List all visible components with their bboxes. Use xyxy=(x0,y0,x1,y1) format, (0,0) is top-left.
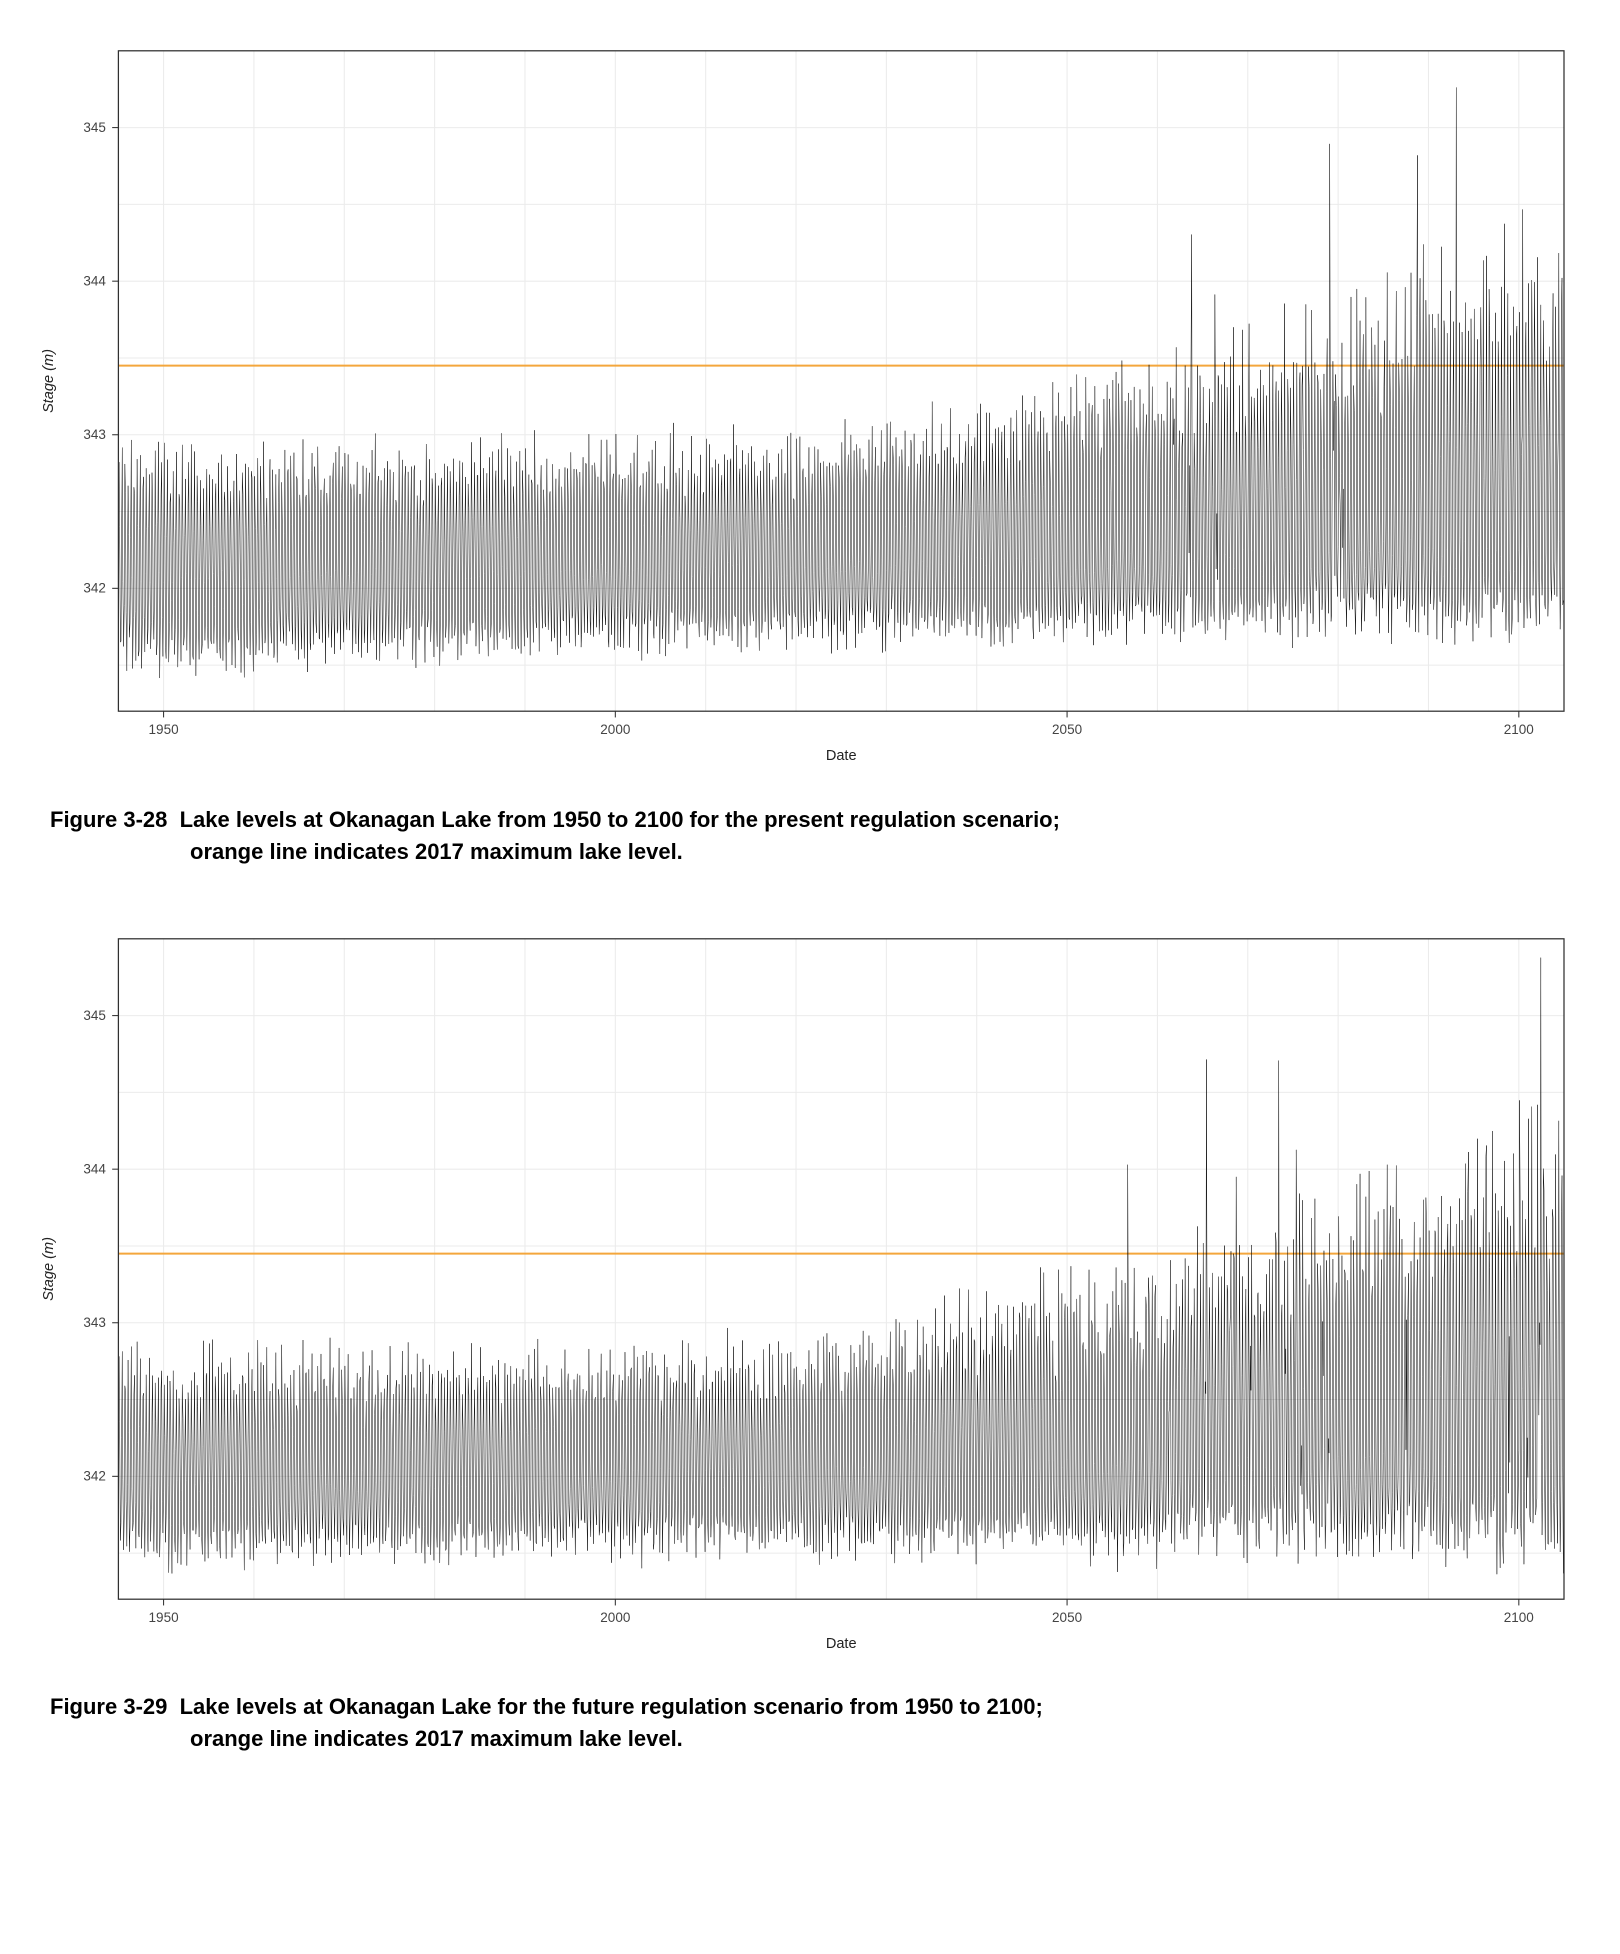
chart-wrap: 1950 2000 2050 2100 342 343 344 345 Date Stage … xyxy=(30,918,1590,1667)
x-tick-label: 2050 xyxy=(1052,722,1082,737)
caption-lead: Figure 3-29 xyxy=(50,1694,167,1719)
y-tick-label: 345 xyxy=(83,120,106,135)
x-tick-label: 2000 xyxy=(600,1610,630,1625)
y-tick-label: 343 xyxy=(83,1314,106,1329)
fig-3-28-block: 1950 2000 2050 2100 342 343 344 345 Date Stage … xyxy=(30,30,1590,868)
caption-line1: Lake levels at Okanagan Lake for the fut… xyxy=(180,1694,1043,1719)
caption-line2: orange line indicates 2017 maximum lake … xyxy=(50,836,1570,868)
fig-3-28-chart: 1950 2000 2050 2100 342 343 344 345 Date Stage … xyxy=(30,30,1590,779)
y-tick-label: 345 xyxy=(83,1007,106,1022)
x-tick-label: 2100 xyxy=(1504,1610,1534,1625)
chart-wrap: 1950 2000 2050 2100 342 343 344 345 Date Stage … xyxy=(30,30,1590,779)
y-tick-label: 344 xyxy=(83,273,106,288)
y-axis-label: Stage (m) xyxy=(41,1237,57,1301)
y-tick-label: 342 xyxy=(83,580,106,595)
y-tick-label: 344 xyxy=(83,1161,106,1176)
caption-lead: Figure 3-28 xyxy=(50,807,167,832)
x-tick-label: 2050 xyxy=(1052,1610,1082,1625)
figure-caption: Figure 3-29 Lake levels at Okanagan Lake… xyxy=(50,1691,1570,1755)
x-tick-label: 2100 xyxy=(1504,722,1534,737)
x-tick-label: 1950 xyxy=(149,1610,179,1625)
y-tick-label: 343 xyxy=(83,427,106,442)
fig-3-29-block: 1950 2000 2050 2100 342 343 344 345 Date Stage … xyxy=(30,918,1590,1756)
figure-caption: Figure 3-28 Lake levels at Okanagan Lake… xyxy=(50,804,1570,868)
plot-background xyxy=(118,51,1564,711)
x-axis-label: Date xyxy=(826,748,857,764)
x-tick-label: 2000 xyxy=(600,722,630,737)
caption-line1: Lake levels at Okanagan Lake from 1950 t… xyxy=(180,807,1060,832)
caption-line2: orange line indicates 2017 maximum lake … xyxy=(50,1723,1570,1755)
x-tick-label: 1950 xyxy=(149,722,179,737)
y-tick-label: 342 xyxy=(83,1468,106,1483)
x-axis-label: Date xyxy=(826,1636,857,1652)
fig-3-29-chart: 1950 2000 2050 2100 342 343 344 345 Date Stage … xyxy=(30,918,1590,1667)
y-axis-label: Stage (m) xyxy=(41,349,57,413)
